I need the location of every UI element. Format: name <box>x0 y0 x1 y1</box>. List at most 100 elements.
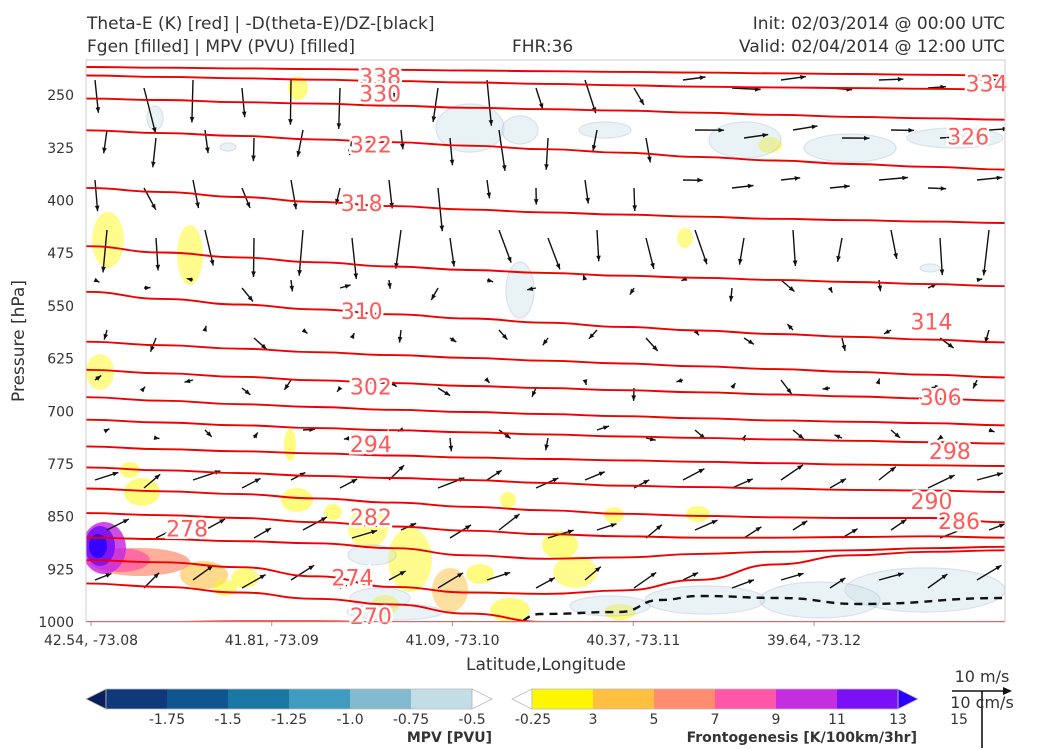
wind-vector-head <box>398 465 405 471</box>
wind-vector-head <box>251 271 256 277</box>
black-dashed-contour <box>518 594 1005 622</box>
colorbar-tick-label: 5 <box>650 712 659 728</box>
theta-e-contour-label: 270 <box>350 605 392 630</box>
wind-vector-head <box>93 277 100 283</box>
wind-vector-head <box>631 395 637 401</box>
wind-vector <box>143 87 157 134</box>
mpv-fill <box>578 121 632 139</box>
theta-e-contour-label: 318 <box>341 192 383 217</box>
wind-vector-head <box>995 565 1002 571</box>
wind-vector-head <box>265 528 271 533</box>
wind-vector-head <box>900 519 907 525</box>
colorbar-segment <box>532 689 594 709</box>
x-tick-label: 41.09, -73.10 <box>405 633 499 649</box>
wind-vector-head <box>139 386 146 393</box>
wind-vector-head <box>513 514 520 520</box>
theta-e-contour-label: 306 <box>920 386 962 411</box>
wind-vector <box>102 229 108 273</box>
wind-vector-head <box>151 127 157 134</box>
theta-e-contour <box>86 245 1005 288</box>
init-time: Init: 02/03/2014 @ 00:00 UTC <box>752 14 1005 34</box>
wind-vector-head <box>103 333 108 340</box>
colorbar-extend-high <box>471 688 493 710</box>
wind-vector-head <box>351 479 358 484</box>
wind-vector-head <box>998 523 1005 528</box>
wind-vector-head <box>544 164 549 170</box>
wind-vector-head <box>582 274 588 281</box>
wind-vector-head <box>144 285 151 291</box>
fgen-colorbar-label: Frontogenesis [K/100km/3hr] <box>687 730 917 746</box>
fgen-fill <box>180 561 228 589</box>
wind-vector-head <box>151 161 156 168</box>
wind-vector <box>432 87 439 123</box>
wind-vector <box>486 79 493 126</box>
wind-vector-head <box>451 260 456 267</box>
colorbar-tick-label: 15 <box>950 712 968 728</box>
wind-vector-head <box>692 572 699 578</box>
theta-e-contour <box>86 97 1005 121</box>
theta-e-contour <box>86 487 1005 524</box>
wind-vector-head <box>387 283 392 289</box>
wind-vector-head <box>588 333 595 339</box>
wind-vector-head <box>844 184 850 189</box>
mpv-fill <box>644 585 766 615</box>
fgen-fill <box>686 506 710 522</box>
theta-e-contour-label: 314 <box>911 311 953 336</box>
colorbar-tick-label: -1.25 <box>271 712 307 728</box>
wind-vector-head <box>875 378 881 385</box>
plot-frame <box>85 59 1006 623</box>
wind-vector-head <box>209 259 215 266</box>
wind-vector <box>498 229 512 263</box>
y-tick-label: 550 <box>47 299 74 315</box>
colorbar-segment <box>106 689 168 709</box>
wind-vector <box>437 187 443 232</box>
wind-vector-head <box>798 433 804 439</box>
wind-vector-head <box>301 328 308 334</box>
wind-vector-head <box>533 199 539 205</box>
wind-vector-head <box>976 277 983 283</box>
theta-e-contour <box>86 396 1005 427</box>
wind-vector-head <box>296 150 302 157</box>
wind-vector-head <box>289 285 294 292</box>
colorbar-segment <box>167 689 229 709</box>
wind-vector-head <box>184 378 191 384</box>
theta-e-contour-label: 290 <box>911 490 953 515</box>
wind-vector-head <box>822 386 829 391</box>
fgen-fill <box>604 507 624 523</box>
wind-vector-head <box>610 523 617 528</box>
theta-e-contour <box>86 549 1005 595</box>
colorbar-tick-label: -1.0 <box>336 712 363 728</box>
wind-vector-head <box>996 472 1003 477</box>
wind-vector-head <box>738 258 743 265</box>
wind-vector-head <box>308 565 315 571</box>
wind-scale-horizontal-arrowhead <box>1003 687 1012 695</box>
wind-vector-head <box>591 145 597 151</box>
wind-vector <box>298 229 304 276</box>
wind-vector-head <box>206 431 212 437</box>
colorbar-extend-low <box>85 688 107 710</box>
wind-vector-head <box>371 529 378 535</box>
colorbar-tick-label: 13 <box>889 712 907 728</box>
wind-vector-head <box>320 517 327 522</box>
wind-vector-head <box>154 474 161 480</box>
wind-vector-head <box>643 479 650 485</box>
valid-time: Valid: 02/04/2014 @ 12:00 UTC <box>739 37 1005 57</box>
wind-vector-head <box>939 269 945 275</box>
wind-vector-head <box>94 205 100 212</box>
theta-e-contour-label: 310 <box>341 300 383 325</box>
wind-vector-head <box>629 288 635 295</box>
wind-vector-head <box>150 345 155 352</box>
wind-vector-head <box>155 264 161 271</box>
wind-vector-head <box>902 175 908 181</box>
wind-vector-head <box>890 466 896 472</box>
theta-e-contour <box>86 512 1005 539</box>
wind-vector-head <box>840 478 847 484</box>
colorbar-segment <box>654 689 716 709</box>
wind-vector-head <box>894 432 901 438</box>
wind-vector-head <box>834 434 841 440</box>
wind-vector-head <box>762 133 769 138</box>
wind-vector-head <box>292 203 298 210</box>
wind-vector-head <box>337 386 343 392</box>
colorbar-tick-label: 9 <box>772 712 781 728</box>
